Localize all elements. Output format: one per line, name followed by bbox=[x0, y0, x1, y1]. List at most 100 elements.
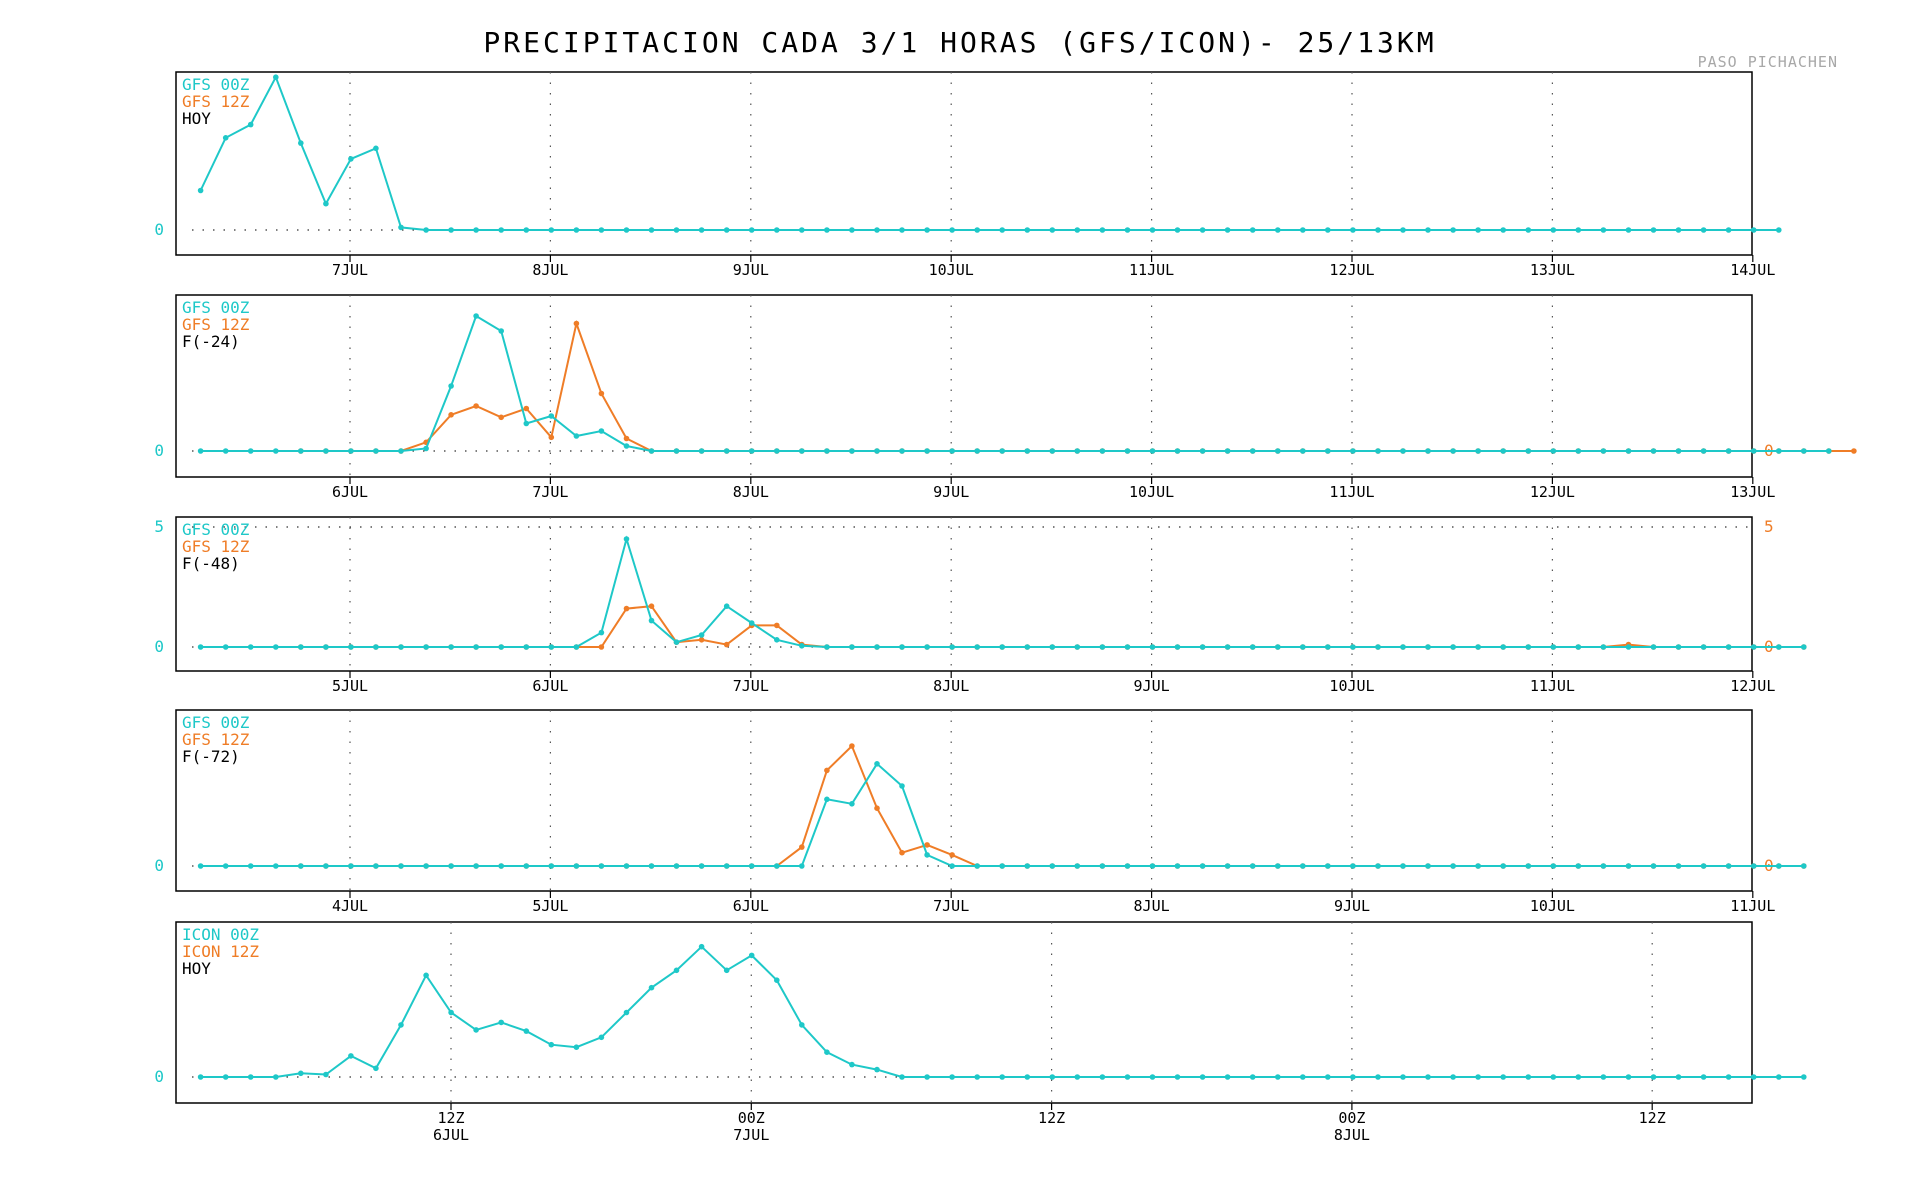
data-point bbox=[1074, 1074, 1081, 1080]
data-point bbox=[1550, 1074, 1557, 1080]
data-point bbox=[1675, 863, 1682, 869]
data-point bbox=[1475, 227, 1481, 233]
data-point bbox=[1450, 227, 1456, 233]
data-point bbox=[623, 227, 630, 233]
data-point bbox=[1049, 863, 1056, 869]
data-point bbox=[1575, 1074, 1582, 1080]
data-point bbox=[673, 227, 680, 233]
data-point bbox=[774, 622, 780, 629]
data-point bbox=[748, 952, 755, 959]
data-point bbox=[1400, 448, 1406, 454]
data-point bbox=[222, 863, 229, 869]
data-point bbox=[673, 863, 680, 869]
data-point bbox=[774, 637, 780, 643]
data-point bbox=[1174, 227, 1181, 233]
data-point bbox=[1675, 227, 1682, 233]
data-point bbox=[824, 796, 830, 803]
data-point bbox=[1650, 644, 1657, 650]
data-point bbox=[824, 1049, 830, 1055]
chart-panel-3: 5JUL 6JUL 7JUL 8JUL 9JUL 10JUL 11JUL 12JUL0505G… bbox=[154, 516, 1807, 695]
x-tick-label: 00Z bbox=[738, 1109, 765, 1127]
data-point bbox=[1675, 1074, 1682, 1080]
data-point bbox=[1074, 644, 1081, 650]
data-point bbox=[1400, 1074, 1406, 1080]
data-point bbox=[1174, 1074, 1181, 1080]
x-tick-label: 8JUL bbox=[933, 677, 969, 695]
data-point bbox=[1024, 227, 1031, 233]
data-point bbox=[1275, 863, 1281, 869]
data-point bbox=[1350, 1074, 1356, 1080]
legend-entry: F(-24) bbox=[182, 332, 240, 351]
data-point bbox=[247, 863, 254, 869]
data-point bbox=[1625, 227, 1632, 233]
data-point bbox=[1199, 227, 1206, 233]
data-point bbox=[498, 328, 505, 334]
data-point bbox=[448, 383, 454, 389]
data-point bbox=[1525, 644, 1532, 650]
data-point bbox=[1350, 863, 1356, 869]
data-point bbox=[924, 1074, 930, 1080]
data-point bbox=[1600, 448, 1607, 454]
data-point bbox=[924, 842, 930, 848]
data-point bbox=[348, 863, 354, 869]
x-tick-label: 13JUL bbox=[1530, 261, 1575, 279]
x-tick-label: 12Z bbox=[437, 1109, 464, 1127]
data-point bbox=[1525, 448, 1532, 454]
data-point bbox=[1625, 863, 1632, 869]
data-point bbox=[1224, 448, 1231, 454]
data-point bbox=[1550, 863, 1557, 869]
data-point bbox=[498, 644, 505, 650]
data-point bbox=[673, 639, 680, 645]
data-point bbox=[1350, 448, 1356, 454]
data-point bbox=[1550, 448, 1557, 454]
data-point bbox=[1500, 448, 1506, 454]
chart-panel-1: 7JUL 8JUL 9JUL 10JUL 11JUL 12JUL 13JUL 14JUL 0 GF… bbox=[154, 71, 1782, 279]
data-point bbox=[197, 1074, 204, 1080]
data-point bbox=[573, 320, 580, 327]
data-point bbox=[1700, 1074, 1707, 1080]
data-point bbox=[273, 1074, 279, 1080]
data-point bbox=[1300, 863, 1306, 869]
data-point bbox=[1500, 863, 1506, 869]
data-point bbox=[548, 227, 555, 233]
x-date-label: 8JUL bbox=[1334, 1126, 1370, 1144]
data-point bbox=[1099, 227, 1106, 233]
data-point bbox=[974, 863, 980, 869]
data-point bbox=[799, 643, 805, 649]
data-point bbox=[899, 644, 905, 650]
data-point bbox=[247, 121, 254, 128]
x-tick-label: 10JUL bbox=[1329, 677, 1374, 695]
data-point bbox=[197, 187, 204, 194]
data-point bbox=[1275, 1074, 1281, 1080]
data-point bbox=[899, 783, 905, 789]
data-point bbox=[1099, 1074, 1106, 1080]
legend-entry: GFS 12Z bbox=[182, 730, 250, 749]
data-point bbox=[523, 644, 530, 650]
data-point bbox=[1199, 644, 1206, 650]
data-point bbox=[1575, 448, 1582, 454]
data-point bbox=[648, 603, 655, 609]
data-point bbox=[222, 448, 229, 454]
data-point bbox=[1575, 644, 1582, 650]
data-point bbox=[1249, 227, 1256, 233]
plot-frame bbox=[175, 921, 1753, 1104]
series-line-2 bbox=[300, 319, 1854, 452]
data-point bbox=[573, 1044, 580, 1050]
data-point bbox=[1475, 644, 1481, 650]
data-point bbox=[1174, 448, 1181, 454]
data-point bbox=[473, 644, 479, 650]
data-point bbox=[247, 1074, 254, 1080]
data-point bbox=[473, 1027, 479, 1033]
data-point bbox=[1525, 227, 1532, 233]
data-point bbox=[1049, 1074, 1056, 1080]
data-point bbox=[548, 413, 555, 419]
data-point bbox=[1776, 227, 1782, 233]
x-tick-label: 12Z bbox=[1639, 1109, 1666, 1127]
data-point bbox=[799, 863, 805, 869]
data-point bbox=[1750, 227, 1757, 233]
data-point bbox=[348, 644, 354, 650]
data-point bbox=[323, 1071, 329, 1078]
data-point bbox=[1174, 644, 1181, 650]
data-point bbox=[1650, 863, 1657, 869]
